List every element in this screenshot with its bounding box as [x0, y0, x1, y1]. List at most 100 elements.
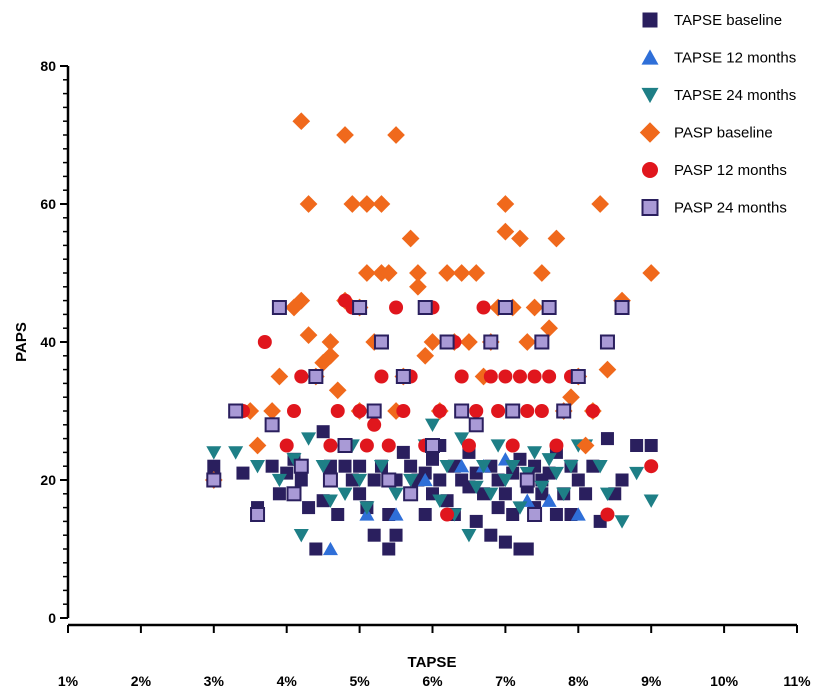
data-point — [600, 507, 615, 522]
data-point — [367, 417, 382, 432]
data-point — [541, 453, 557, 467]
data-point — [263, 402, 281, 420]
data-point — [461, 438, 476, 453]
data-point — [389, 528, 403, 542]
data-point — [454, 432, 470, 446]
data-point — [336, 126, 354, 144]
data-point — [496, 195, 515, 213]
data-point — [299, 326, 318, 344]
data-point — [440, 507, 455, 522]
data-point — [286, 404, 301, 418]
data-point — [644, 439, 658, 452]
data-point — [279, 438, 294, 453]
data-point — [571, 473, 585, 487]
data-point — [272, 487, 286, 501]
data-point — [292, 291, 311, 310]
data-point — [497, 473, 513, 488]
data-point — [409, 277, 427, 296]
data-point — [469, 404, 484, 418]
data-point — [389, 300, 404, 315]
data-point — [293, 529, 309, 543]
data-point — [314, 353, 332, 372]
legend-marker — [642, 12, 658, 28]
data-point — [418, 508, 432, 521]
data-point — [519, 472, 535, 488]
data-point — [642, 264, 661, 282]
data-point — [512, 501, 528, 515]
data-point — [352, 473, 368, 488]
data-point — [264, 417, 280, 433]
data-point — [323, 438, 338, 453]
x-tick-label: 7% — [495, 673, 516, 689]
data-point — [439, 334, 455, 350]
data-point — [265, 459, 279, 473]
data-point — [556, 487, 572, 501]
legend-label: PASP 12 months — [674, 162, 787, 179]
data-point — [337, 438, 353, 453]
data-point — [425, 418, 440, 432]
data-point — [467, 264, 486, 282]
series-3 — [206, 418, 659, 543]
data-point — [228, 403, 244, 419]
y-axis: 0 20 40 60 80 — [40, 58, 70, 626]
data-point — [293, 458, 309, 474]
data-point — [629, 466, 645, 481]
y-tick-label: 80 — [40, 58, 56, 74]
data-point — [423, 333, 442, 351]
data-point — [358, 264, 376, 282]
data-point — [570, 369, 586, 384]
data-point — [452, 264, 471, 282]
data-point — [461, 529, 477, 543]
data-point — [271, 473, 287, 488]
data-point — [403, 486, 419, 502]
data-point — [534, 334, 550, 350]
data-point — [387, 126, 405, 144]
x-axis-title: TAPSE — [408, 654, 457, 671]
data-point — [549, 508, 563, 521]
data-point — [585, 404, 600, 418]
data-point — [309, 542, 323, 556]
data-point — [207, 459, 221, 473]
legend-marker — [641, 87, 659, 104]
data-point — [505, 438, 520, 453]
data-point — [359, 438, 374, 453]
data-point — [401, 229, 420, 248]
data-point — [388, 507, 404, 521]
data-point — [321, 346, 340, 365]
data-point — [322, 494, 338, 508]
data-point — [294, 369, 309, 384]
data-points — [204, 112, 661, 556]
data-point — [454, 369, 469, 384]
x-tick-label: 3% — [204, 673, 225, 689]
data-point — [299, 195, 318, 213]
data-point — [491, 404, 506, 418]
data-point — [460, 333, 478, 351]
data-point — [527, 446, 543, 460]
data-point — [286, 486, 302, 502]
data-point — [352, 404, 367, 418]
data-point — [615, 473, 629, 487]
data-point — [506, 508, 520, 521]
x-tick-label: 6% — [422, 673, 443, 689]
data-point — [432, 404, 447, 418]
data-point — [292, 112, 311, 131]
data-point — [483, 369, 498, 384]
legend: TAPSE baseline TAPSE 12 months TAPSE 24 mo… — [639, 12, 796, 217]
x-tick-label: 11% — [783, 673, 811, 689]
data-point — [388, 487, 404, 501]
data-point — [337, 487, 353, 501]
data-point — [381, 438, 396, 453]
legend-label: TAPSE 24 months — [674, 87, 796, 104]
legend-label: TAPSE baseline — [674, 12, 782, 29]
legend-marker — [642, 162, 658, 178]
data-point — [490, 439, 506, 453]
data-point — [468, 480, 484, 495]
data-point — [416, 346, 435, 365]
data-point — [600, 432, 614, 446]
data-point — [643, 494, 659, 508]
data-point — [496, 222, 515, 241]
data-point — [527, 369, 542, 384]
data-point — [579, 487, 593, 501]
data-point — [236, 466, 250, 480]
data-point — [491, 501, 505, 515]
